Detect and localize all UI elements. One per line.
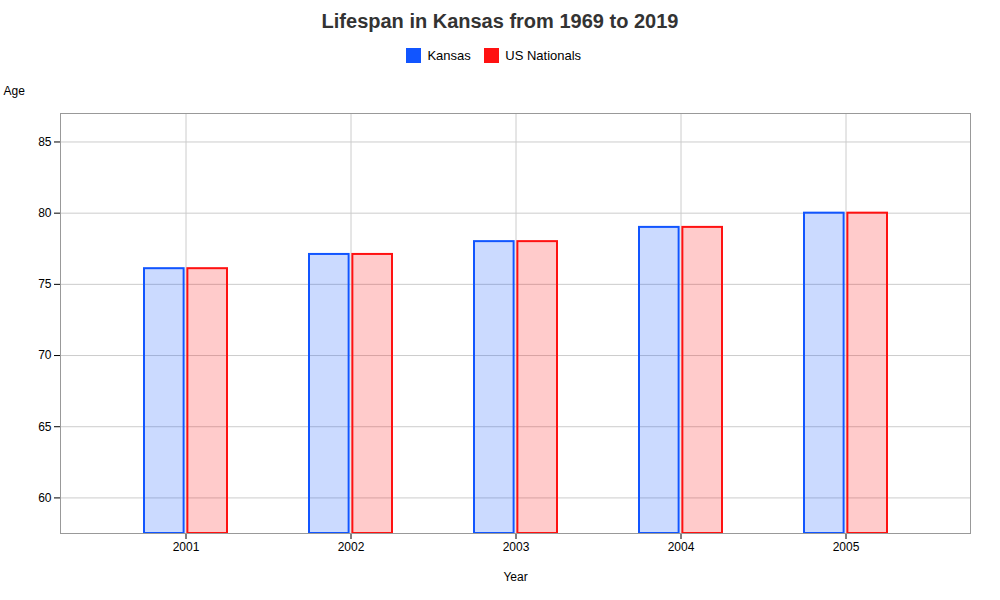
html-text:Lifespan in Kansas from 1969 t: Lifespan in Kansas from 1969 to 2019 bbox=[321, 10, 679, 32]
svg-text:2002: 2002 bbox=[338, 540, 365, 554]
svg-text:70: 70 bbox=[38, 348, 52, 362]
svg-text:2001: 2001 bbox=[173, 540, 200, 554]
svg-text:65: 65 bbox=[38, 419, 52, 433]
svg-text:75: 75 bbox=[38, 277, 52, 291]
svg-text:2003: 2003 bbox=[503, 540, 530, 554]
svg-text:2004: 2004 bbox=[668, 540, 695, 554]
svg-text:60: 60 bbox=[38, 490, 52, 504]
svg-text:Age: Age bbox=[4, 84, 26, 98]
svg-text:2005: 2005 bbox=[833, 540, 860, 554]
svg-text:Year: Year bbox=[503, 569, 527, 583]
html-text:Kansas: Kansas bbox=[427, 48, 471, 63]
svg-text:80: 80 bbox=[38, 206, 52, 220]
svg-text:85: 85 bbox=[38, 134, 52, 148]
html-text:US Nationals: US Nationals bbox=[505, 48, 582, 63]
